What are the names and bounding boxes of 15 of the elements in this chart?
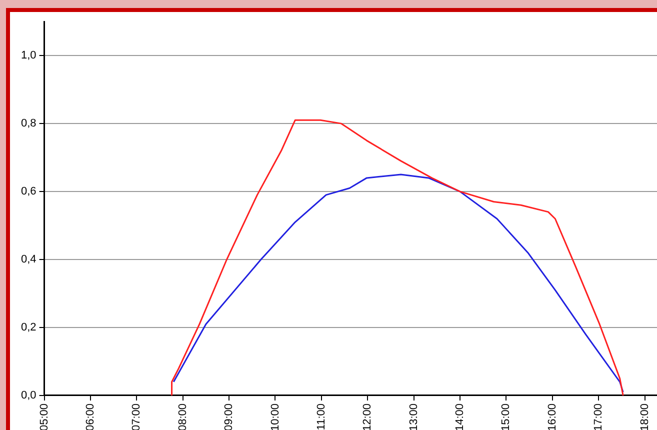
x-tick-label: 18:00 (638, 403, 651, 430)
y-tick-label: 0,0 (20, 390, 36, 402)
y-tick-label: 0,2 (20, 322, 36, 334)
y-tick-label: 1,0 (20, 50, 36, 62)
x-tick-label: 12:00 (362, 403, 374, 430)
y-tick-label: 0,4 (20, 254, 36, 266)
x-tick-label: 16:00 (546, 403, 558, 430)
x-tick-label: 11:00 (315, 403, 328, 430)
y-tick-label: 0,6 (20, 186, 36, 198)
x-tick-label: 17:00 (592, 403, 605, 430)
x-tick-label: 13:00 (408, 403, 420, 430)
x-tick-label: 10:00 (269, 403, 282, 430)
y-tick-label: 0,8 (20, 118, 36, 130)
x-tick-label: 15:00 (500, 403, 512, 430)
x-tick-label: 14:00 (454, 403, 466, 430)
